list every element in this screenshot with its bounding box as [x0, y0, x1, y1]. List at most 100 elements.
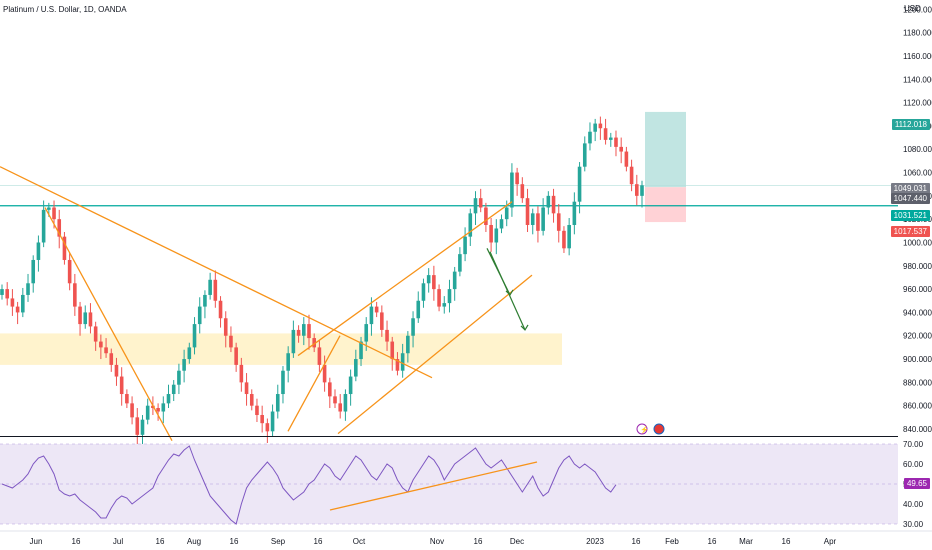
x-tick-label: Apr [824, 537, 837, 546]
candle-body [411, 318, 415, 336]
candle-body [213, 279, 218, 301]
candle-body [504, 207, 509, 220]
candle-body [145, 405, 150, 420]
x-tick-label: 2023 [586, 537, 604, 546]
candle-body [598, 123, 603, 129]
candle-body [338, 403, 343, 412]
candle-body [458, 254, 462, 272]
candle-body [416, 300, 421, 319]
candle-body [307, 324, 311, 339]
candle-body [421, 283, 426, 301]
candle-body [31, 259, 36, 284]
candle-body [364, 324, 369, 342]
candle-body [10, 298, 15, 307]
candle-body [265, 423, 270, 432]
x-tick-label: 16 [230, 537, 239, 546]
candle-body [26, 283, 30, 295]
rsi-tick-label: 70.00 [903, 440, 924, 449]
candle-body [530, 213, 535, 225]
rsi-band [0, 444, 898, 524]
candle-body [463, 236, 467, 255]
y-tick-label: 860.000 [903, 402, 932, 411]
candle-body [156, 408, 160, 412]
candle-body [83, 312, 88, 325]
x-tick-label: 16 [782, 537, 791, 546]
candle-body [515, 172, 519, 185]
candle-body [468, 213, 473, 237]
candle-body [484, 207, 488, 225]
candle-body [603, 128, 608, 140]
candle-body [354, 359, 358, 377]
candle-body [208, 279, 212, 295]
candle-body [593, 123, 597, 132]
x-tick-label: Mar [739, 537, 753, 546]
candle-body [119, 376, 124, 395]
target-price-tag: 1112.018 [891, 119, 930, 130]
candle-body [187, 347, 192, 360]
candle-body [619, 146, 623, 152]
candle-body [135, 417, 140, 435]
candle-body [275, 394, 280, 412]
x-tick-label: Nov [430, 537, 444, 546]
candle-body [62, 236, 67, 260]
y-tick-label: 920.000 [903, 332, 932, 341]
candle-body [374, 306, 379, 313]
candle-body [281, 370, 285, 395]
candle-body [255, 405, 259, 416]
candle-body [640, 185, 644, 196]
y-tick-label: 1060.000 [903, 169, 932, 178]
stop-zone [645, 187, 686, 223]
candle-body [452, 271, 457, 290]
candle-body [161, 403, 166, 412]
x-tick-label: 16 [314, 537, 323, 546]
y-tick-label: 940.000 [903, 308, 932, 317]
candle-body [385, 329, 389, 342]
y-tick-label: 1160.000 [903, 52, 932, 61]
y-tick-label: 1180.000 [903, 29, 932, 38]
candle-body [634, 184, 639, 196]
rsi-tick-label: 40.00 [903, 500, 924, 509]
candle-body [52, 207, 56, 220]
candle-body [67, 259, 72, 284]
candle-body [499, 219, 504, 229]
candle-body [489, 224, 493, 243]
candle-body [536, 213, 540, 231]
arrow-down-1-head [505, 289, 514, 296]
candle-body [109, 353, 114, 365]
candle-body [5, 289, 10, 299]
candle-body [478, 198, 483, 208]
price-axis [898, 0, 932, 550]
candle-body [260, 415, 264, 424]
candle-body [166, 394, 171, 404]
y-tick-label: 1080.000 [903, 145, 932, 154]
candle-body [556, 213, 561, 231]
candle-body [114, 364, 119, 377]
candle-body [244, 382, 249, 395]
candle-body [390, 341, 395, 360]
x-tick-label: 16 [708, 537, 717, 546]
y-tick-label: 1000.000 [903, 238, 932, 247]
candle-body [223, 318, 228, 336]
candle-body [432, 275, 436, 290]
candle-body [317, 347, 322, 365]
candle-body [296, 329, 301, 336]
target-zone [645, 111, 686, 188]
candle-body [57, 219, 62, 237]
candle-body [104, 347, 108, 354]
descending-trendline [0, 166, 433, 379]
arrow-down-2-head [520, 324, 529, 331]
candle-body [140, 419, 145, 435]
candle-body [577, 166, 582, 202]
support-zone [0, 333, 562, 365]
candle-body [572, 201, 577, 225]
us-flag-icon [653, 423, 665, 435]
candle-body [541, 207, 545, 231]
candle-body [229, 335, 233, 348]
currency-label: USD [904, 4, 921, 13]
candle-body [15, 306, 20, 313]
candle-body [322, 364, 327, 383]
candle-body [21, 294, 25, 313]
candle-body [41, 209, 46, 243]
rsi-tick-label: 30.00 [903, 520, 924, 529]
